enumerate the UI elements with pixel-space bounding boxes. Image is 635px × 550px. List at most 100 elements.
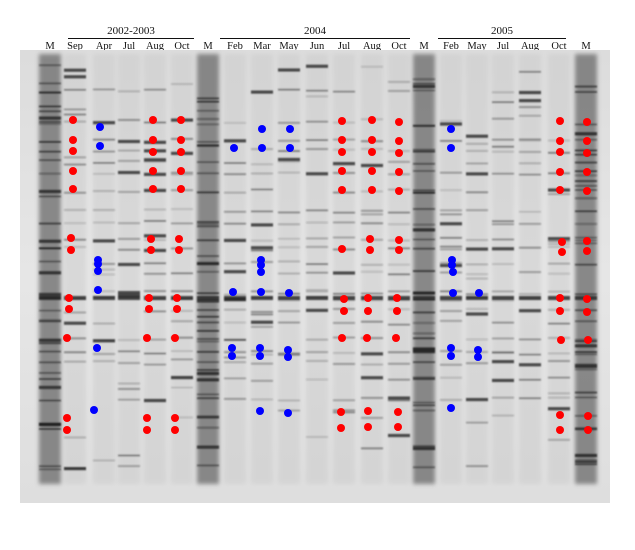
gel-band <box>333 211 355 214</box>
red-marker-dot <box>556 186 564 194</box>
gel-band <box>519 293 541 295</box>
gel-band <box>492 263 514 265</box>
gel-band <box>93 360 115 363</box>
gel-band <box>197 397 219 400</box>
gel-band <box>278 68 300 72</box>
gel-band <box>39 150 61 153</box>
gel-band <box>251 210 273 213</box>
gel-band <box>64 209 86 211</box>
gel-band <box>171 377 193 380</box>
gel-band <box>171 290 193 293</box>
gel-band <box>144 239 166 241</box>
gel-band <box>39 189 61 194</box>
gel-band <box>251 313 273 316</box>
gel-band <box>306 221 328 224</box>
gel-band <box>361 320 383 323</box>
gel-band <box>39 361 61 364</box>
gel-band <box>361 337 383 339</box>
gel-band <box>492 360 514 364</box>
red-marker-dot <box>368 148 376 156</box>
red-marker-dot <box>69 116 77 124</box>
red-marker-dot <box>392 334 400 342</box>
gel-band <box>575 344 597 348</box>
gel-band <box>333 352 355 354</box>
gel-band <box>519 397 541 400</box>
red-marker-dot <box>67 234 75 242</box>
gel-band <box>197 369 219 371</box>
gel-band <box>118 398 140 401</box>
gel-band <box>413 223 435 226</box>
gel-band <box>224 361 246 364</box>
blue-marker-dot <box>256 352 264 360</box>
gel-band <box>251 379 273 382</box>
blue-marker-dot <box>286 125 294 133</box>
gel-band <box>144 208 166 211</box>
gel-band <box>118 262 140 267</box>
red-marker-dot <box>558 248 566 256</box>
gel-band <box>388 273 410 276</box>
gel-band <box>440 310 462 312</box>
red-marker-dot <box>65 294 73 302</box>
lane-smear <box>548 54 570 484</box>
gel-band <box>492 172 514 175</box>
red-marker-dot <box>63 426 71 434</box>
gel-band <box>64 360 86 363</box>
gel-band <box>466 312 488 316</box>
gel-band <box>519 378 541 381</box>
red-marker-dot <box>177 116 185 124</box>
gel-band <box>306 209 328 212</box>
red-marker-dot <box>583 308 591 316</box>
red-marker-dot <box>173 294 181 302</box>
gel-band <box>278 299 300 302</box>
red-marker-dot <box>338 117 346 125</box>
year-bracket-2004 <box>220 38 410 39</box>
gel-band <box>171 358 193 361</box>
gel-band <box>64 337 86 340</box>
red-marker-dot <box>583 149 591 157</box>
gel-band <box>413 347 435 351</box>
lane-smear <box>118 54 140 484</box>
blue-marker-dot <box>96 142 104 150</box>
gel-band <box>39 385 61 390</box>
gel-band <box>575 223 597 225</box>
gel-band <box>413 445 435 447</box>
gel-band <box>251 90 273 94</box>
blue-marker-dot <box>229 288 237 296</box>
gel-band <box>492 223 514 226</box>
gel-band <box>306 120 328 123</box>
blue-marker-dot <box>94 286 102 294</box>
gel-band <box>224 191 246 194</box>
gel-band <box>93 339 115 342</box>
gel-band <box>519 151 541 153</box>
red-marker-dot <box>556 117 564 125</box>
gel-band <box>466 162 488 165</box>
gel-band <box>519 223 541 225</box>
gel-band <box>39 378 61 380</box>
gel-band <box>440 119 462 122</box>
red-marker-dot <box>69 147 77 155</box>
gel-band <box>466 362 488 365</box>
lane-label-18: Aug <box>520 41 540 52</box>
gel-band <box>413 361 435 364</box>
gel-band <box>118 388 140 390</box>
blue-marker-dot <box>285 289 293 297</box>
gel-band <box>413 82 435 85</box>
gel-band <box>224 321 246 324</box>
gel-band <box>413 124 435 127</box>
gel-band <box>548 360 570 362</box>
gel-band <box>333 236 355 239</box>
red-marker-dot <box>177 185 185 193</box>
lane-label-16: May <box>467 41 487 52</box>
gel-band <box>492 117 514 120</box>
gel-band <box>519 162 541 165</box>
gel-band <box>39 260 61 263</box>
gel-band <box>575 463 597 466</box>
gel-band <box>224 222 246 225</box>
red-marker-dot <box>364 294 372 302</box>
gel-band <box>548 290 570 293</box>
gel-band <box>440 299 462 302</box>
gel-band <box>64 238 86 241</box>
lane-label-5: Oct <box>174 41 190 52</box>
gel-band <box>413 89 435 92</box>
gel-band <box>388 378 410 381</box>
